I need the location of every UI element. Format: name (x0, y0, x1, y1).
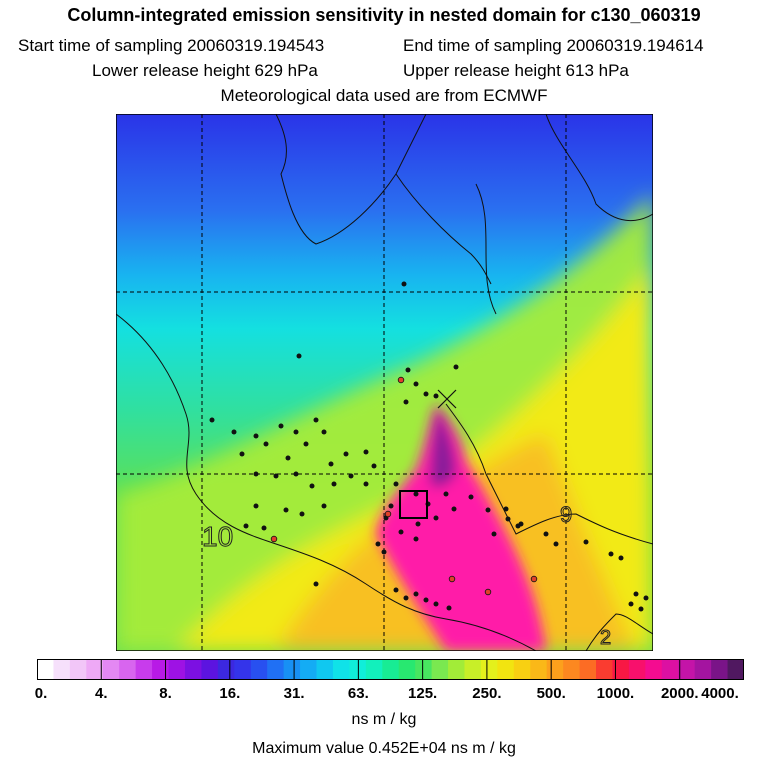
colorbar-cell (398, 659, 416, 680)
source-dots (209, 281, 649, 612)
emission-sensitivity-map: 10 9 2 (116, 114, 653, 651)
plume-purple (430, 406, 456, 487)
colorbar-tick-label: 8. (159, 685, 172, 702)
colorbar-cell (201, 659, 219, 680)
colorbar-cell (267, 659, 285, 680)
colorbar-cell (628, 659, 646, 680)
colorbar-cell (530, 659, 548, 680)
grid-lines (116, 114, 653, 651)
colorbar-unit: ns m / kg (351, 711, 417, 728)
plume-magenta (376, 404, 546, 651)
colorbar-cell (316, 659, 334, 680)
colorbar-cell (563, 659, 581, 680)
colorbar-tick-label: 4000. (701, 685, 739, 702)
colorbar-cell (250, 659, 268, 680)
colorbar-cell (645, 659, 663, 680)
colorbar-cell (546, 659, 564, 680)
colorbar-cell (152, 659, 170, 680)
colorbar-tick-label: 63. (347, 685, 369, 702)
colorbar-tick-label: 0. (34, 685, 48, 702)
figure-title: Column-integrated emission sensitivity i… (67, 5, 701, 25)
colorbar-cell (332, 659, 350, 680)
release-marker (437, 389, 457, 409)
colorbar-cell (448, 659, 466, 680)
lower-release-label: Lower release height 629 hPa (92, 61, 318, 80)
colorbar-cell (727, 659, 744, 680)
colorbar-cell (497, 659, 515, 680)
map-label-bottom: 2 (600, 627, 611, 649)
colorbar-cell (102, 659, 120, 680)
colorbar-tick-label: 4. (95, 685, 108, 702)
release-box (399, 490, 428, 519)
colorbar-cell (217, 659, 235, 680)
colorbar-cell (480, 659, 498, 680)
colorbar-cell (464, 659, 482, 680)
colorbar-tick-label: 2000. (660, 685, 699, 702)
colorbar-cell (135, 659, 153, 680)
coastlines (116, 114, 653, 651)
met-data-label: Meteorological data used are from ECMWF (220, 86, 548, 105)
colorbar (37, 659, 744, 680)
colorbar-tick-label: 500. (536, 685, 566, 702)
start-time-label: Start time of sampling 20060319.194543 (18, 36, 325, 55)
colorbar-cell (365, 659, 383, 680)
colorbar-cell (283, 659, 301, 680)
colorbar-cell (612, 659, 630, 680)
colorbar-cell (382, 659, 400, 680)
colorbar-cell (596, 659, 614, 680)
colorbar-cell (69, 659, 87, 680)
colorbar-cell (37, 659, 55, 680)
maximum-value-label: Maximum value 0.452E+04 ns m / kg (252, 740, 516, 757)
colorbar-cell (300, 659, 318, 680)
colorbar-cell (415, 659, 433, 680)
colorbar-cell (184, 659, 203, 680)
source-dots-red (270, 376, 538, 596)
upper-release-label: Upper release height 613 hPa (403, 61, 629, 80)
colorbar-tick-label: 125. (408, 685, 438, 702)
colorbar-cell (678, 659, 696, 680)
colorbar-tick-label: 16. (219, 685, 241, 702)
colorbar-tick-label: 250. (472, 685, 502, 702)
colorbar-tick-label: 31. (283, 685, 305, 702)
colorbar-cell (53, 659, 71, 680)
colorbar-cell (661, 659, 679, 680)
colorbar-cell (234, 659, 252, 680)
colorbar-cell (694, 659, 712, 680)
colorbar-cell (119, 659, 137, 680)
colorbar-cell (513, 659, 531, 680)
colorbar-cell (431, 659, 449, 680)
map-label-left: 10 (202, 521, 233, 552)
end-time-label: End time of sampling 20060319.194614 (403, 36, 704, 55)
colorbar-cell (168, 659, 186, 680)
colorbar-tick-label: 1000. (596, 685, 635, 702)
map-label-right: 9 (560, 502, 572, 527)
colorbar-cell (579, 659, 597, 680)
colorbar-cell (711, 659, 729, 680)
colorbar-cell (86, 659, 104, 680)
